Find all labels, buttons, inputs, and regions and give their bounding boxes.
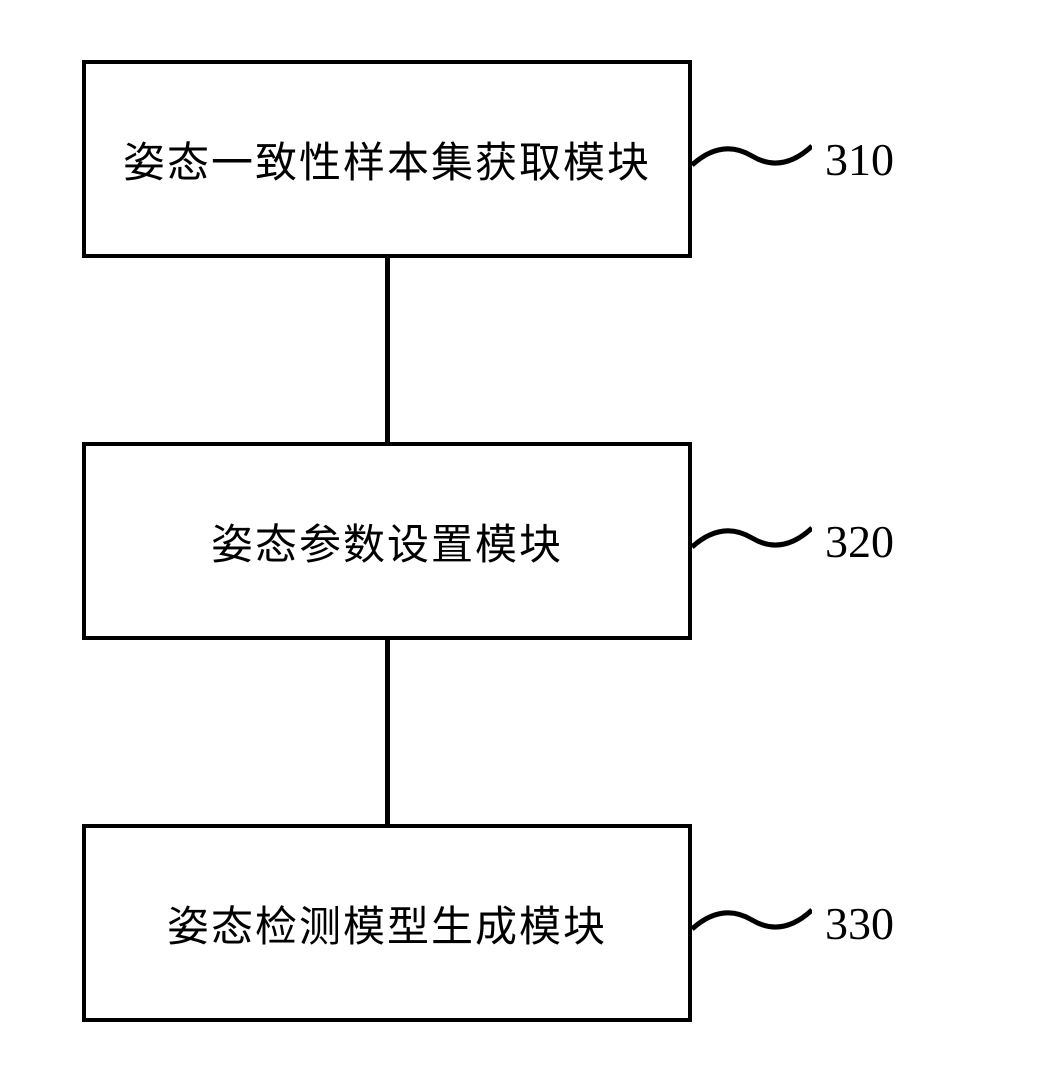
flowchart-node-1: 姿态一致性样本集获取模块 (82, 60, 692, 258)
node-3-label: 姿态检测模型生成模块 (167, 893, 607, 954)
flowchart-node-3: 姿态检测模型生成模块 (82, 824, 692, 1022)
tilde-connector-3 (692, 892, 812, 947)
flowchart-node-2: 姿态参数设置模块 (82, 442, 692, 640)
tilde-connector-2 (692, 510, 812, 565)
node-1-label: 姿态一致性样本集获取模块 (123, 129, 651, 190)
tilde-connector-1 (692, 128, 812, 183)
ref-number-1: 310 (825, 133, 894, 186)
edge-1-2 (385, 258, 390, 442)
ref-number-3: 330 (825, 897, 894, 950)
edge-2-3 (385, 640, 390, 824)
ref-number-2: 320 (825, 515, 894, 568)
node-2-label: 姿态参数设置模块 (211, 511, 563, 572)
